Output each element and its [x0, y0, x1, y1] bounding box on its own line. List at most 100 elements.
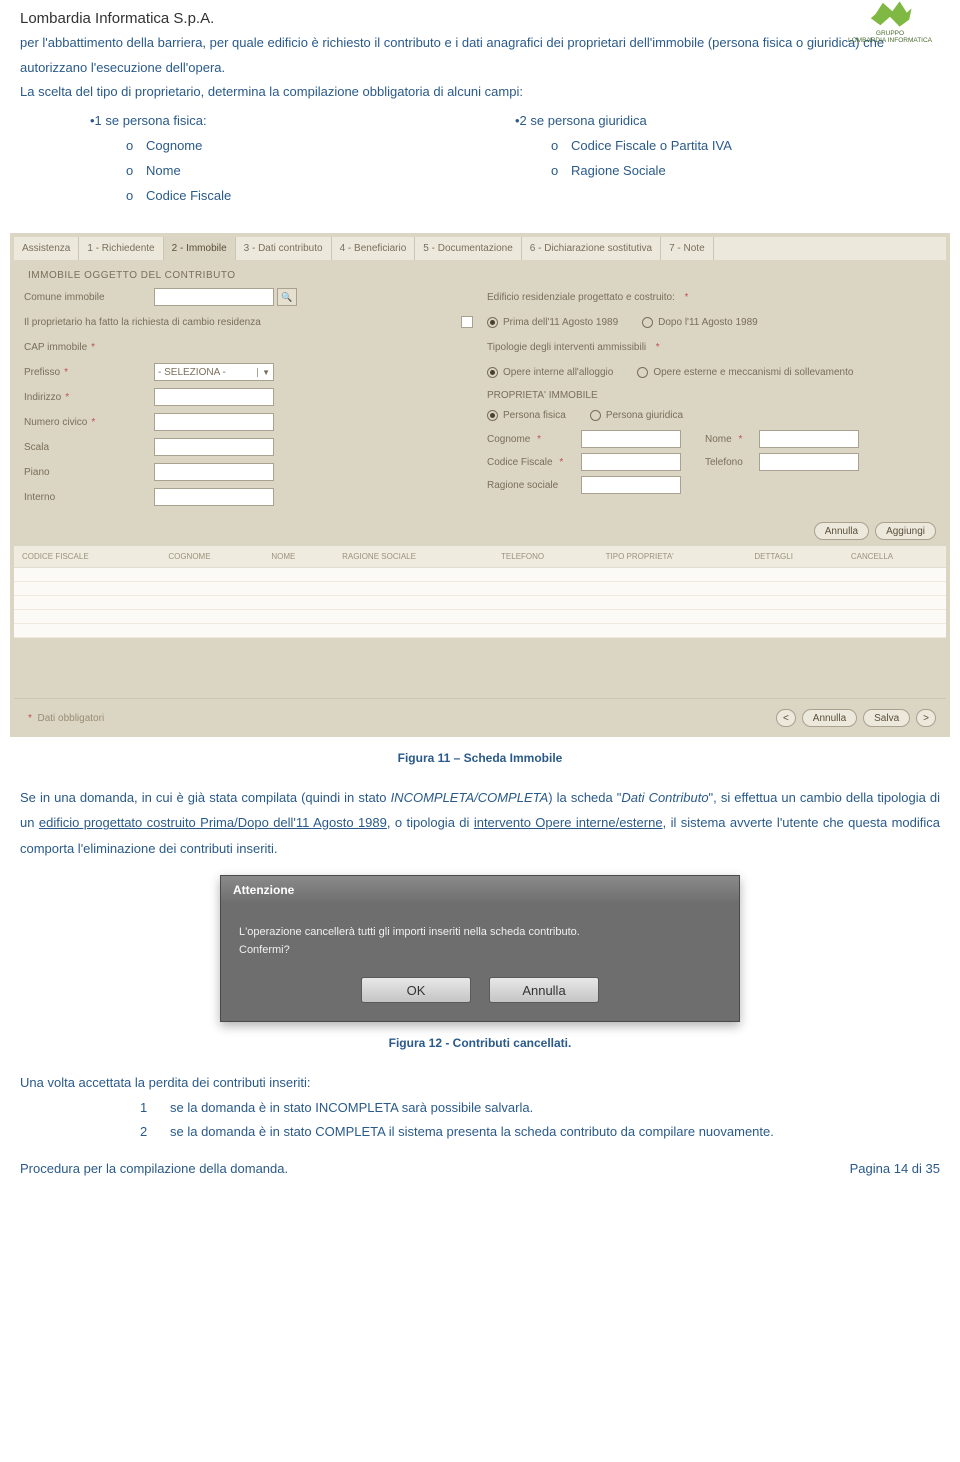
annulla2-button[interactable]: Annulla — [802, 709, 857, 727]
page-header: Lombardia Informatica S.p.A. GRUPPO LOMB… — [0, 0, 960, 27]
bullet-head-right: •2 se persona giuridica — [515, 113, 940, 128]
col-cognome: COGNOME — [160, 546, 263, 568]
numbered-list: 1se la domanda è in stato INCOMPLETA sar… — [0, 1096, 960, 1145]
prefisso-value: - SELEZIONA - — [158, 367, 226, 378]
tab-assistenza[interactable]: Assistenza — [14, 237, 79, 260]
aggiungi-button[interactable]: Aggiungi — [875, 522, 936, 540]
tab-documentazione[interactable]: 5 - Documentazione — [415, 237, 522, 260]
page-footer: Procedura per la compilazione della doma… — [0, 1145, 960, 1188]
form-container: Assistenza 1 - Richiedente 2 - Immobile … — [10, 233, 950, 737]
col-dettagli: DETTAGLI — [746, 546, 842, 568]
lbl-comune: Comune immobile — [24, 292, 154, 303]
footer-right: Pagina 14 di 35 — [850, 1161, 940, 1176]
radio-opere-interne[interactable] — [487, 367, 498, 378]
indirizzo-input[interactable] — [154, 388, 274, 406]
lbl-nome: Nome — [705, 434, 732, 445]
bullet-section: •1 se persona fisica: oCognome oNome oCo… — [0, 105, 960, 225]
tab-richiedente[interactable]: 1 - Richiedente — [79, 237, 163, 260]
lbl-prima-1989: Prima dell'11 Agosto 1989 — [503, 317, 618, 328]
nome-input[interactable] — [759, 430, 859, 448]
bullet-r0: Codice Fiscale o Partita IVA — [571, 138, 732, 153]
dialog-wrap: Attenzione L'operazione cancellerà tutti… — [0, 875, 960, 1022]
form-footer: * Dati obbligatori < Annulla Salva > — [14, 698, 946, 733]
table-row — [14, 582, 946, 596]
lbl-civico: Numero civico — [24, 417, 87, 428]
col-cf: CODICE FISCALE — [14, 546, 160, 568]
radio-persona-fisica[interactable] — [487, 410, 498, 421]
figure-11-caption: Figura 11 – Scheda Immobile — [0, 751, 960, 765]
lbl-ragione: Ragione sociale — [487, 480, 573, 491]
scala-input[interactable] — [154, 438, 274, 456]
logo-text-top: GRUPPO — [840, 30, 940, 37]
dialog-cancel-button[interactable]: Annulla — [489, 977, 599, 1003]
table-row — [14, 596, 946, 610]
bullet-l2: Codice Fiscale — [146, 188, 231, 203]
chevron-down-icon: ▼ — [257, 368, 270, 377]
col-cancella: CANCELLA — [843, 546, 946, 568]
lbl-persona-giuridica: Persona giuridica — [606, 410, 683, 421]
footer-note: Dati obbligatori — [37, 713, 104, 724]
lbl-piano: Piano — [24, 467, 154, 478]
logo: GRUPPO LOMBARDIA INFORMATICA — [840, 0, 940, 40]
telefono-input[interactable] — [759, 453, 859, 471]
footer-left: Procedura per la compilazione della doma… — [20, 1161, 288, 1176]
col-ragione: RAGIONE SOCIALE — [334, 546, 493, 568]
tabs: Assistenza 1 - Richiedente 2 - Immobile … — [14, 237, 946, 260]
civico-input[interactable] — [154, 413, 274, 431]
num-item-2: se la domanda è in stato COMPLETA il sis… — [170, 1120, 774, 1145]
intro-p2: La scelta del tipo di proprietario, dete… — [20, 84, 523, 99]
back-button[interactable]: < — [776, 709, 796, 727]
tab-dichiarazione[interactable]: 6 - Dichiarazione sostitutiva — [522, 237, 661, 260]
table-row — [14, 610, 946, 624]
dialog-title: Attenzione — [221, 876, 739, 904]
ragione-input[interactable] — [581, 476, 681, 494]
comune-search-button[interactable]: 🔍 — [277, 288, 297, 306]
piano-input[interactable] — [154, 463, 274, 481]
logo-shape-icon — [866, 0, 914, 28]
bullet-r1: Ragione Sociale — [571, 163, 666, 178]
tab-immobile[interactable]: 2 - Immobile — [164, 237, 236, 260]
lbl-opere-interne: Opere interne all'alloggio — [503, 367, 613, 378]
lbl-dopo-1989: Dopo l'11 Agosto 1989 — [658, 317, 758, 328]
lbl-persona-fisica: Persona fisica — [503, 410, 566, 421]
radio-dopo-1989[interactable] — [642, 317, 653, 328]
lbl-cap: CAP immobile — [24, 342, 87, 353]
warning-dialog: Attenzione L'operazione cancellerà tutti… — [220, 875, 740, 1022]
lbl-cf: Codice Fiscale — [487, 457, 553, 468]
form-section-title: IMMOBILE OGGETTO DEL CONTRIBUTO — [14, 260, 946, 287]
logo-text: LOMBARDIA INFORMATICA — [840, 37, 940, 44]
tab-note[interactable]: 7 - Note — [661, 237, 714, 260]
bullet-head-left: •1 se persona fisica: — [90, 113, 515, 128]
cf-input[interactable] — [581, 453, 681, 471]
col-telefono: TELEFONO — [493, 546, 598, 568]
paragraph-3: Una volta accettata la perdita dei contr… — [0, 1070, 960, 1095]
prefisso-select[interactable]: - SELEZIONA - ▼ — [154, 363, 274, 381]
lbl-edificio: Edificio residenziale progettato e costr… — [487, 292, 675, 303]
comune-input[interactable] — [154, 288, 274, 306]
section-proprieta: PROPRIETA' IMMOBILE — [487, 390, 936, 401]
form-right-column: Edificio residenziale progettato e costr… — [487, 287, 936, 512]
col-nome: NOME — [263, 546, 334, 568]
lbl-telefono: Telefono — [705, 457, 751, 468]
cambio-residenza-checkbox[interactable] — [461, 316, 473, 328]
paragraph-2: Se in una domanda, in cui è già stata co… — [0, 785, 960, 861]
lbl-opere-esterne: Opere esterne e meccanismi di sollevamen… — [653, 367, 853, 378]
radio-opere-esterne[interactable] — [637, 367, 648, 378]
forward-button[interactable]: > — [916, 709, 936, 727]
dialog-msg1: L'operazione cancellerà tutti gli import… — [239, 924, 721, 942]
salva-button[interactable]: Salva — [863, 709, 910, 727]
company-name: Lombardia Informatica S.p.A. — [20, 10, 940, 27]
interno-input[interactable] — [154, 488, 274, 506]
dialog-msg2: Confermi? — [239, 942, 721, 960]
lbl-cambio-residenza: Il proprietario ha fatto la richiesta di… — [24, 317, 453, 328]
annulla-button[interactable]: Annulla — [814, 522, 869, 540]
dialog-ok-button[interactable]: OK — [361, 977, 471, 1003]
form-left-column: Comune immobile 🔍 Il proprietario ha fat… — [24, 287, 473, 512]
bullet-l1: Nome — [146, 163, 181, 178]
radio-prima-1989[interactable] — [487, 317, 498, 328]
radio-persona-giuridica[interactable] — [590, 410, 601, 421]
cognome-input[interactable] — [581, 430, 681, 448]
lbl-tipologie: Tipologie degli interventi ammissibili — [487, 342, 646, 353]
tab-dati-contributo[interactable]: 3 - Dati contributo — [236, 237, 332, 260]
tab-beneficiario[interactable]: 4 - Beneficiario — [332, 237, 416, 260]
